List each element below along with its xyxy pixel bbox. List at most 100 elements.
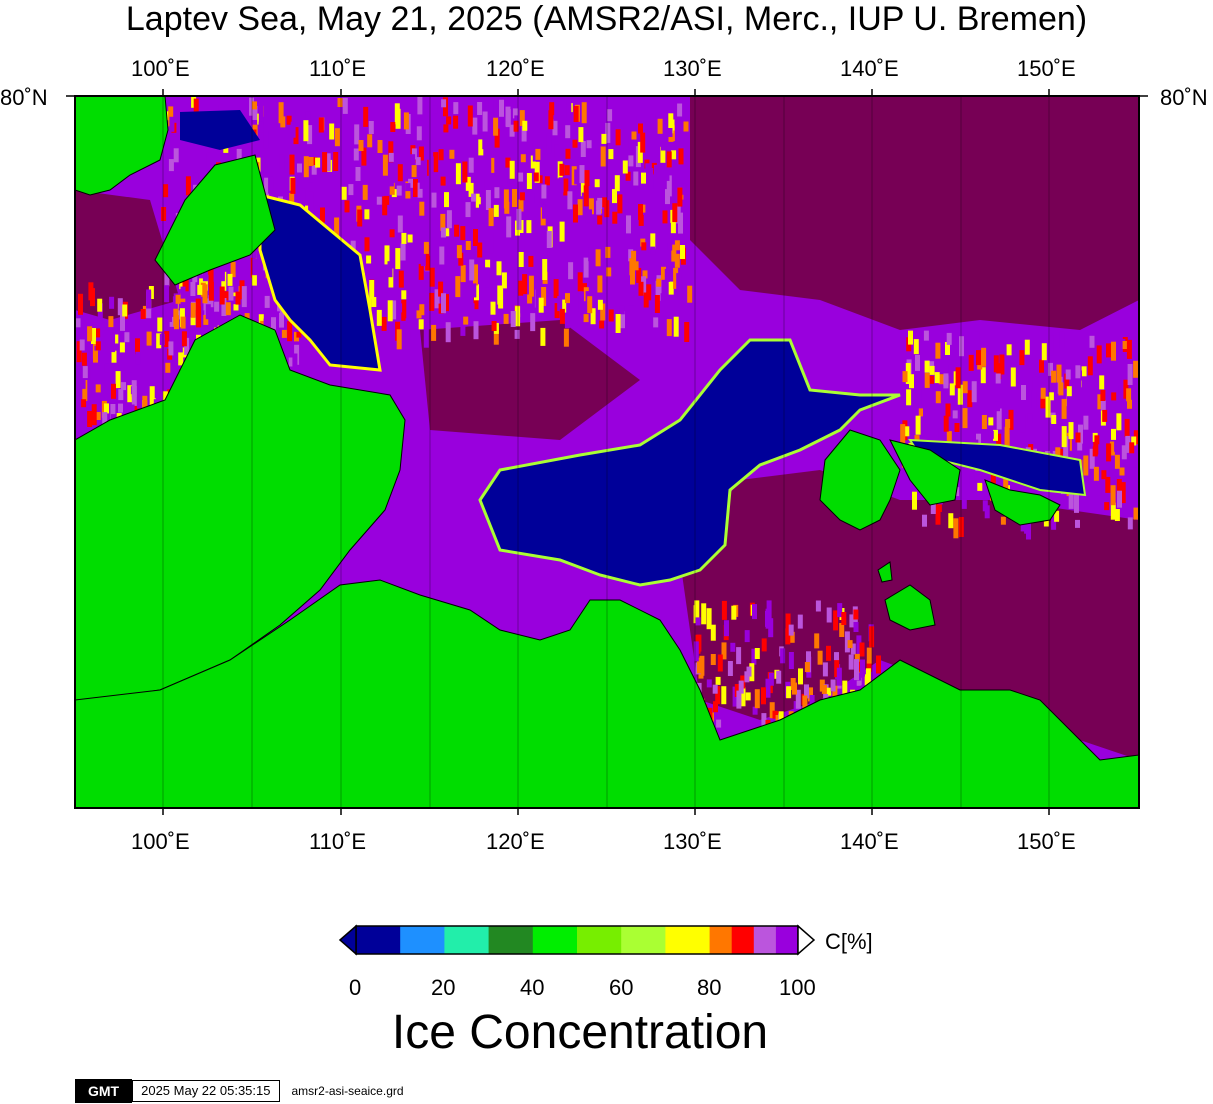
ice-speckle-cell bbox=[1061, 398, 1067, 419]
colorbar-segment bbox=[753, 926, 777, 954]
ice-speckle-cell bbox=[320, 207, 325, 223]
ice-speckle-cell bbox=[962, 408, 968, 429]
ice-speckle-cell bbox=[344, 200, 350, 213]
ice-speckle-cell bbox=[583, 257, 589, 278]
ice-speckle-cell bbox=[761, 687, 766, 705]
ice-speckle-cell bbox=[181, 331, 187, 347]
ice-speckle-cell bbox=[465, 176, 471, 191]
ice-speckle-cell bbox=[168, 106, 174, 127]
ice-speckle-cell bbox=[449, 149, 455, 159]
ice-speckle-cell bbox=[1061, 426, 1067, 448]
ice-speckle-cell bbox=[579, 165, 585, 184]
ice-speckle-cell bbox=[509, 124, 515, 137]
ice-speckle-cell bbox=[542, 259, 548, 280]
ice-speckle-cell bbox=[488, 100, 494, 118]
ice-speckle-cell bbox=[1057, 448, 1063, 458]
ice-speckle-cell bbox=[653, 317, 659, 328]
ice-speckle-cell bbox=[416, 310, 422, 319]
ice-speckle-cell bbox=[401, 290, 407, 300]
ice-speckle-cell bbox=[1131, 436, 1137, 446]
ice-field-full-northeast bbox=[690, 96, 1139, 330]
ice-speckle-cell bbox=[608, 309, 614, 322]
ice-speckle-cell bbox=[959, 336, 964, 357]
ice-speckle-cell bbox=[580, 141, 586, 157]
ice-speckle-cell bbox=[553, 279, 559, 299]
ice-speckle-cell bbox=[713, 701, 718, 713]
ice-speckle-cell bbox=[912, 491, 917, 510]
ice-speckle-cell bbox=[463, 316, 469, 325]
ice-speckle-cell bbox=[731, 605, 737, 620]
ice-speckle-cell bbox=[622, 160, 628, 174]
ice-speckle-cell bbox=[804, 684, 809, 699]
ice-speckle-cell bbox=[654, 295, 660, 313]
ice-speckle-cell bbox=[490, 301, 496, 315]
ice-speckle-cell bbox=[135, 338, 140, 355]
ice-speckle-cell bbox=[583, 314, 589, 323]
ice-speckle-cell bbox=[1114, 454, 1120, 469]
ice-speckle-cell bbox=[95, 341, 101, 351]
ice-speckle-cell bbox=[776, 670, 782, 684]
ice-speckle-cell bbox=[377, 140, 383, 153]
ice-speckle-cell bbox=[469, 303, 475, 317]
ice-speckle-cell bbox=[528, 275, 534, 297]
ice-speckle-cell bbox=[656, 278, 662, 287]
ice-speckle-cell bbox=[249, 97, 254, 116]
ice-speckle-cell bbox=[118, 403, 123, 413]
ice-speckle-cell bbox=[542, 204, 547, 219]
ice-speckle-cell bbox=[1089, 448, 1095, 469]
ice-speckle-cell bbox=[948, 513, 954, 529]
ice-speckle-cell bbox=[419, 172, 425, 189]
ice-speckle-cell bbox=[193, 98, 199, 116]
ice-speckle-cell bbox=[190, 282, 196, 296]
ice-speckle-cell bbox=[1096, 484, 1102, 496]
ice-speckle-cell bbox=[693, 641, 699, 662]
ice-speckle-cell bbox=[1124, 418, 1130, 437]
ice-speckle-cell bbox=[465, 202, 471, 218]
ice-speckle-cell bbox=[463, 258, 469, 268]
land-severnaya-zemlya-south bbox=[154, 154, 276, 286]
ice-speckle-cell bbox=[1125, 435, 1131, 453]
ice-speckle-cell bbox=[225, 302, 231, 316]
ice-speckle-cell bbox=[364, 209, 370, 220]
ice-speckle-cell bbox=[366, 255, 372, 264]
ice-speckle-cell bbox=[169, 116, 175, 132]
ice-speckle-cell bbox=[1129, 442, 1135, 454]
ice-speckle-cell bbox=[258, 103, 264, 125]
ice-speckle-cell bbox=[744, 671, 750, 683]
ice-speckle-cell bbox=[200, 302, 205, 314]
ice-speckle-cell bbox=[494, 128, 500, 148]
ice-speckle-cell bbox=[597, 215, 603, 225]
ice-speckle-cell bbox=[358, 140, 364, 151]
ice-speckle-cell bbox=[288, 357, 294, 367]
ice-speckle-cell bbox=[203, 314, 209, 325]
ice-speckle-cell bbox=[1097, 394, 1103, 410]
ice-speckle-cell bbox=[142, 395, 148, 412]
ice-speckle-cell bbox=[588, 198, 594, 215]
ice-speckle-cell bbox=[97, 298, 103, 312]
colorbar-tick-60: 60 bbox=[609, 975, 634, 1000]
ice-speckle-cell bbox=[307, 125, 313, 145]
ice-speckle-cell bbox=[612, 211, 618, 224]
ice-speckle-cell bbox=[706, 679, 712, 688]
ice-speckle-cell bbox=[446, 210, 452, 229]
ice-speckle-cell bbox=[1106, 443, 1112, 462]
ice-speckle-cell bbox=[638, 214, 644, 226]
ice-speckle-cell bbox=[405, 183, 411, 192]
ice-speckle-cell bbox=[185, 176, 191, 196]
ice-speckle-cell bbox=[1056, 364, 1062, 383]
ice-speckle-cell bbox=[563, 178, 569, 196]
ice-speckle-cell bbox=[684, 322, 690, 342]
ice-speckle-cell bbox=[124, 332, 130, 343]
ice-speckle-cell bbox=[190, 317, 196, 326]
ice-speckle-cell bbox=[440, 227, 446, 238]
ice-speckle-cell bbox=[473, 297, 479, 310]
ice-speckle-cell bbox=[202, 284, 208, 304]
top-lon-label-110: 110˚E bbox=[309, 56, 367, 81]
ice-speckle-cell bbox=[407, 234, 413, 243]
ice-speckle-cell bbox=[434, 289, 440, 309]
ice-speckle-cell bbox=[429, 267, 435, 287]
ice-speckle-cell bbox=[667, 242, 673, 251]
ice-speckle-cell bbox=[574, 169, 580, 185]
ice-speckle-cell bbox=[300, 188, 306, 204]
ice-speckle-cell bbox=[121, 382, 126, 391]
